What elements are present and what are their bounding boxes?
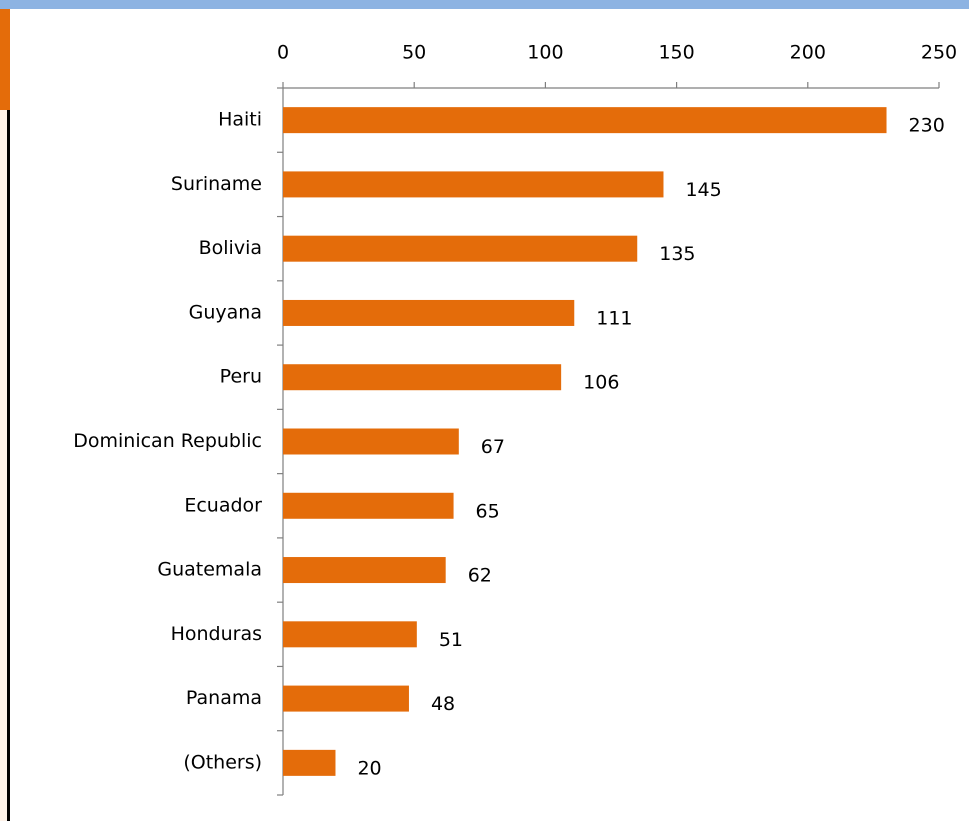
bar [283,685,409,712]
y-tick-label: (Others) [183,751,262,773]
top-strip [0,0,969,9]
y-tick-label: Guatemala [157,559,262,581]
x-tick-label: 50 [402,42,426,64]
x-tick-label: 100 [527,42,563,64]
bar [283,171,664,198]
data-label: 106 [583,372,619,394]
data-label: 145 [685,179,721,201]
left-strip [0,110,7,821]
y-tick-label: Peru [220,366,262,388]
bar [283,557,446,584]
bar [283,428,459,455]
bar [283,621,417,648]
y-tick-label: Haiti [218,109,262,131]
y-tick-label: Dominican Republic [73,430,262,452]
y-tick-label: Bolivia [199,237,262,259]
data-label: 135 [659,243,695,265]
data-label: 51 [439,629,463,651]
data-label: 62 [468,565,492,587]
y-tick-label: Guyana [189,301,262,323]
data-label: 230 [909,115,945,137]
y-tick-label: Panama [186,687,262,709]
bar [283,107,887,134]
bar [283,492,454,519]
bar [283,235,638,262]
x-tick-label: 250 [921,42,957,64]
bar [283,364,562,391]
data-label: 67 [481,436,505,458]
y-tick-label: Honduras [171,623,262,645]
data-label: 48 [431,693,455,715]
data-label: 20 [357,757,381,779]
data-label: 65 [476,500,500,522]
corner-box [0,9,10,111]
data-label: 111 [596,307,632,329]
y-tick-label: Suriname [171,173,262,195]
y-tick-label: Ecuador [184,494,262,516]
bar [283,299,575,326]
bar [283,749,336,776]
x-tick-label: 150 [658,42,694,64]
x-tick-label: 0 [277,42,289,64]
left-border [7,110,10,821]
x-tick-label: 200 [790,42,826,64]
